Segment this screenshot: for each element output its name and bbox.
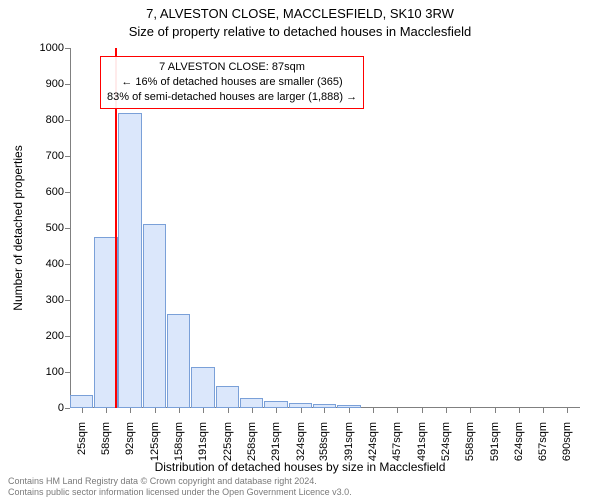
x-tick-mark	[470, 408, 471, 413]
histogram-bar	[240, 398, 263, 408]
annotation-box: 7 ALVESTON CLOSE: 87sqm← 16% of detached…	[100, 56, 364, 109]
x-tick-mark	[155, 408, 156, 413]
x-tick-mark	[130, 408, 131, 413]
footer-line2: Contains public sector information licen…	[8, 487, 352, 498]
y-tick-label: 900	[14, 78, 64, 90]
histogram-bar	[216, 386, 239, 408]
footer-attribution: Contains HM Land Registry data © Crown c…	[8, 476, 352, 498]
x-tick-mark	[106, 408, 107, 413]
histogram-bar	[118, 113, 141, 408]
x-tick-mark	[543, 408, 544, 413]
chart-title-line2: Size of property relative to detached ho…	[0, 24, 600, 39]
x-tick-mark	[446, 408, 447, 413]
histogram-bar	[337, 405, 360, 408]
x-tick-mark	[276, 408, 277, 413]
x-tick-mark	[519, 408, 520, 413]
y-tick-label: 400	[14, 258, 64, 270]
histogram-bar	[143, 224, 166, 408]
annotation-line2: ← 16% of detached houses are smaller (36…	[107, 75, 357, 90]
annotation-line3: 83% of semi-detached houses are larger (…	[107, 90, 357, 105]
x-tick-mark	[373, 408, 374, 413]
chart-title-line1: 7, ALVESTON CLOSE, MACCLESFIELD, SK10 3R…	[0, 6, 600, 21]
histogram-bar	[289, 403, 312, 408]
x-tick-mark	[203, 408, 204, 413]
histogram-bar	[264, 401, 287, 408]
y-tick-label: 800	[14, 114, 64, 126]
x-tick-mark	[422, 408, 423, 413]
plot-area: 7 ALVESTON CLOSE: 87sqm← 16% of detached…	[70, 48, 580, 408]
footer-line1: Contains HM Land Registry data © Crown c…	[8, 476, 352, 487]
x-axis-label: Distribution of detached houses by size …	[0, 460, 600, 474]
x-tick-mark	[495, 408, 496, 413]
x-tick-mark	[179, 408, 180, 413]
x-tick-mark	[252, 408, 253, 413]
chart-container: 7, ALVESTON CLOSE, MACCLESFIELD, SK10 3R…	[0, 0, 600, 500]
y-tick-label: 200	[14, 330, 64, 342]
y-tick-mark	[65, 408, 70, 409]
histogram-bar	[313, 404, 336, 408]
x-tick-mark	[324, 408, 325, 413]
y-tick-label: 1000	[14, 42, 64, 54]
y-tick-label: 500	[14, 222, 64, 234]
y-tick-label: 600	[14, 186, 64, 198]
histogram-bar	[191, 367, 214, 408]
histogram-bar	[70, 395, 93, 408]
y-axis-line	[70, 48, 71, 408]
x-tick-mark	[349, 408, 350, 413]
annotation-line1: 7 ALVESTON CLOSE: 87sqm	[107, 60, 357, 75]
y-tick-label: 100	[14, 366, 64, 378]
histogram-bar	[167, 314, 190, 408]
y-tick-label: 300	[14, 294, 64, 306]
x-tick-mark	[228, 408, 229, 413]
y-tick-label: 0	[14, 402, 64, 414]
y-tick-label: 700	[14, 150, 64, 162]
x-tick-mark	[82, 408, 83, 413]
x-tick-mark	[301, 408, 302, 413]
x-tick-mark	[397, 408, 398, 413]
x-tick-mark	[567, 408, 568, 413]
